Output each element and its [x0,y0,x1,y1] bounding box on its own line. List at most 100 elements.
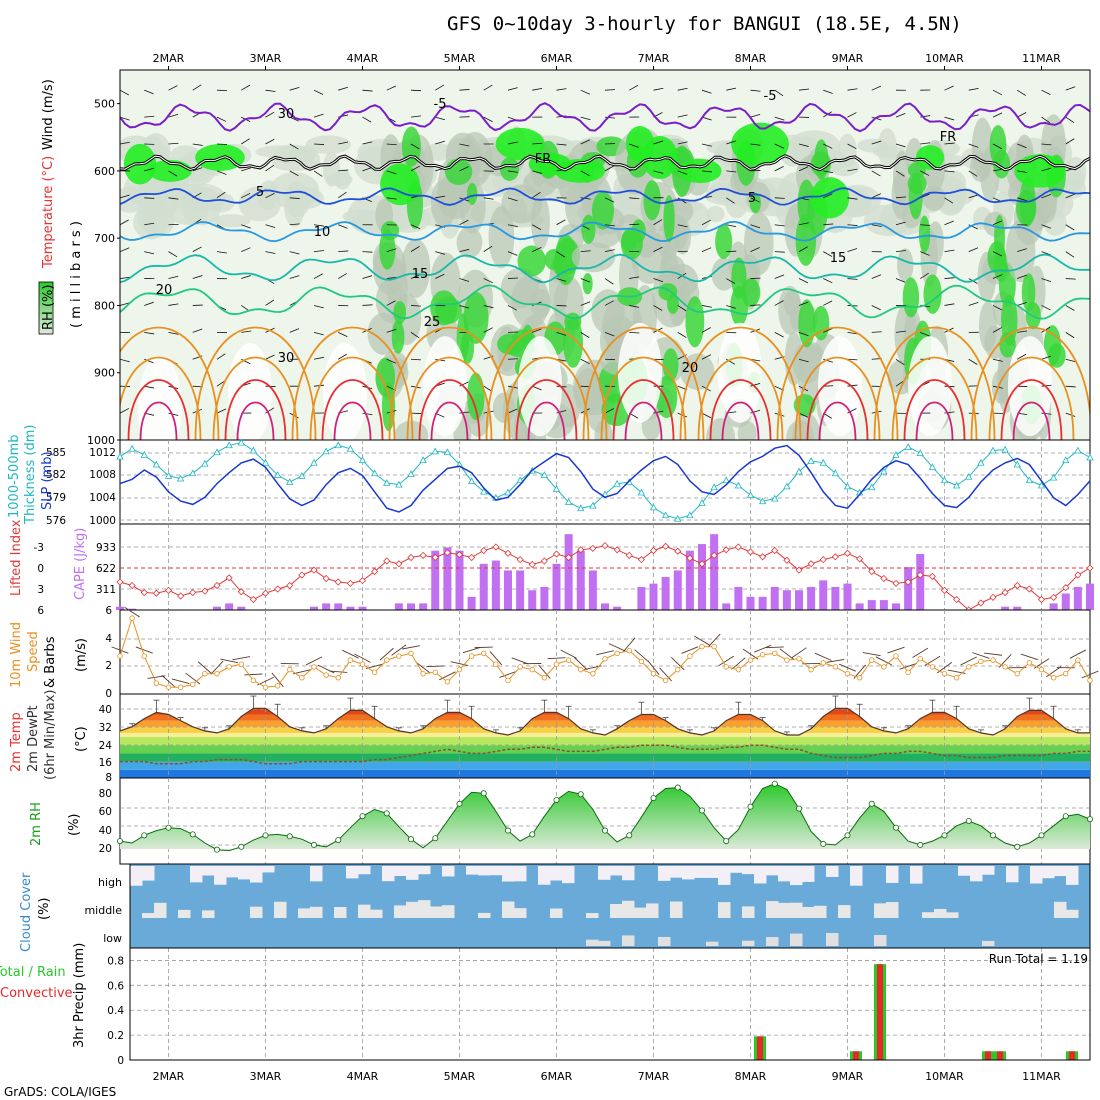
wind-marker [881,664,887,670]
wind-barb-10m [839,663,856,672]
wind-barb [629,305,640,308]
rh-green-patch [666,294,679,314]
cape-bar [722,603,731,610]
cloud-gap-high [730,866,743,873]
wind-marker [832,664,839,670]
cloud-gap-middle [610,904,623,918]
thickness-marker [783,482,791,490]
cape-bar [867,600,876,610]
wind-barb [435,140,445,145]
wind-barb [241,330,252,333]
thickness-marker [249,446,258,454]
cloud-gap-high [1042,866,1055,879]
contour-label: FR [940,130,957,145]
cape-bar [504,570,512,610]
lifted-marker [807,560,815,568]
wind-barb [1065,332,1075,339]
thickness-marker [395,480,403,488]
wind-marker [1026,660,1033,666]
wind-barb [653,170,664,174]
thickness-marker [1025,476,1034,484]
cloud-gap-middle [478,912,491,918]
cape-bar [892,603,900,610]
wind-barb [507,141,518,145]
wind-barb [289,86,300,91]
wind-barb-10m [354,653,371,663]
wind-marker [311,664,317,670]
cloud-gap-middle [418,900,431,918]
cloud-gap-low [874,934,887,946]
wind-barb [677,170,688,175]
wind-barb [1041,167,1052,172]
wind-barb [192,167,203,172]
wind-barb [798,331,809,337]
wind-barb [823,89,833,94]
wind-marker [177,684,184,690]
wind-marker [638,658,645,665]
wind-barb [289,223,300,226]
cape-bar [795,590,803,610]
cape-bar [649,583,658,610]
rh-dry-patch [518,336,562,437]
lifted-marker [492,543,500,551]
lifted-marker [880,574,888,583]
rh-marker [432,835,439,842]
rh-green-patch [685,296,705,348]
wind-barb [410,143,420,150]
wind-barb-10m [439,671,456,681]
lifted-marker [977,599,985,607]
wind-barb [1089,143,1090,144]
rh-green-patch [497,333,525,355]
cloud-gap-high [1054,866,1067,877]
wind-barb [168,113,179,118]
wind-barb [483,84,493,91]
wind-marker [468,653,475,659]
wind-barb-10m [972,652,990,659]
wind-barb [265,165,275,172]
cloud-gap-middle [1054,901,1067,918]
rh-green-patch [902,277,920,318]
wind-label-d: (m/s) [74,638,89,672]
wind-barb-10m [489,651,503,666]
wind-barb [823,278,833,284]
cloud-gap-high [238,866,251,880]
cape-bar [698,544,706,610]
wind-barb-10m [875,656,893,666]
rh-dry-patch [138,356,182,440]
cloud-gap-high [562,866,575,884]
wind-barb [968,301,979,306]
date-label-top: 3MAR [250,52,282,65]
contour-label: 20 [682,361,699,376]
wind-marker [929,664,936,670]
wind-barb [1017,112,1027,118]
wind-barb [265,111,275,118]
cloud-gap-middle [922,912,935,918]
lifted-marker [746,548,755,556]
contour-label: 20 [156,283,173,298]
cloud-gap-middle [178,909,191,918]
lifted-marker [831,553,839,561]
wind-barb [798,143,809,147]
wind-barb [847,168,858,172]
cape-tick: 933 [96,542,116,554]
diurnal-contour [891,356,978,440]
precip-label-b: Convective [0,986,73,1001]
wind-barb-10m [573,657,588,671]
wind-barb [459,143,470,147]
contour-label: 5 [748,191,756,206]
temp-label-c: (6hr Min/Max) [43,690,58,780]
wind-barb-10m [511,657,529,665]
wind-barb [556,143,567,146]
cloud-gap-high [190,866,203,883]
contour-10 [120,220,1090,243]
dewpt-2m-line [120,744,1090,765]
wind-barb [944,85,954,91]
cloud-gap-middle [370,909,383,918]
wind-marker [287,666,293,673]
precip-label-c: 3hr Precip (mm) [72,943,87,1048]
lifted-marker [249,595,257,604]
wind-marker [723,664,729,670]
wind-barb [362,167,373,172]
wind-marker [893,653,899,659]
wind-barb [313,89,324,95]
